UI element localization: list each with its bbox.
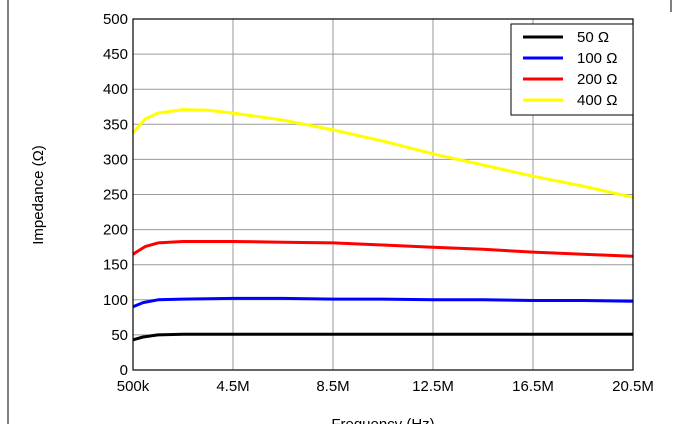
x-tick-label: 12.5M (412, 378, 454, 395)
y-tick-label: 200 (103, 222, 128, 239)
x-axis-ticks: 500k 4.5M 8.5M 12.5M 16.5M 20.5M (117, 378, 654, 395)
legend-label: 50 Ω (577, 29, 609, 46)
series-layer (131, 108, 634, 342)
y-tick-label: 150 (103, 257, 128, 274)
y-axis-label: Impedance (Ω) (30, 145, 47, 245)
x-tick-label: 4.5M (216, 378, 249, 395)
x-tick-label: 16.5M (512, 378, 554, 395)
y-tick-label: 0 (120, 362, 128, 379)
y-tick-label: 300 (103, 151, 128, 168)
x-tick-label: 20.5M (612, 378, 654, 395)
series-line (132, 332, 633, 342)
y-tick-label: 100 (103, 292, 128, 309)
y-tick-label: 350 (103, 116, 128, 133)
x-tick-label: 500k (117, 378, 150, 395)
x-axis-label: Frequency (Hz) (331, 416, 434, 424)
series-line (132, 240, 634, 258)
legend-label: 200 Ω (577, 71, 617, 88)
y-axis-ticks: 0 50 100 150 200 250 300 350 400 450 500 (103, 11, 128, 379)
y-tick-label: 250 (103, 187, 128, 204)
y-tick-label: 450 (103, 46, 128, 63)
legend-label: 100 Ω (577, 50, 617, 67)
series-line (132, 296, 634, 309)
x-tick-label: 8.5M (316, 378, 349, 395)
y-tick-label: 50 (111, 327, 128, 344)
y-tick-label: 400 (103, 81, 128, 98)
y-tick-label: 500 (103, 11, 128, 28)
series-line (131, 108, 634, 199)
legend-label: 400 Ω (577, 92, 617, 109)
plot-border (132, 18, 634, 371)
legend: 50 Ω 100 Ω 200 Ω 400 Ω (510, 23, 634, 116)
